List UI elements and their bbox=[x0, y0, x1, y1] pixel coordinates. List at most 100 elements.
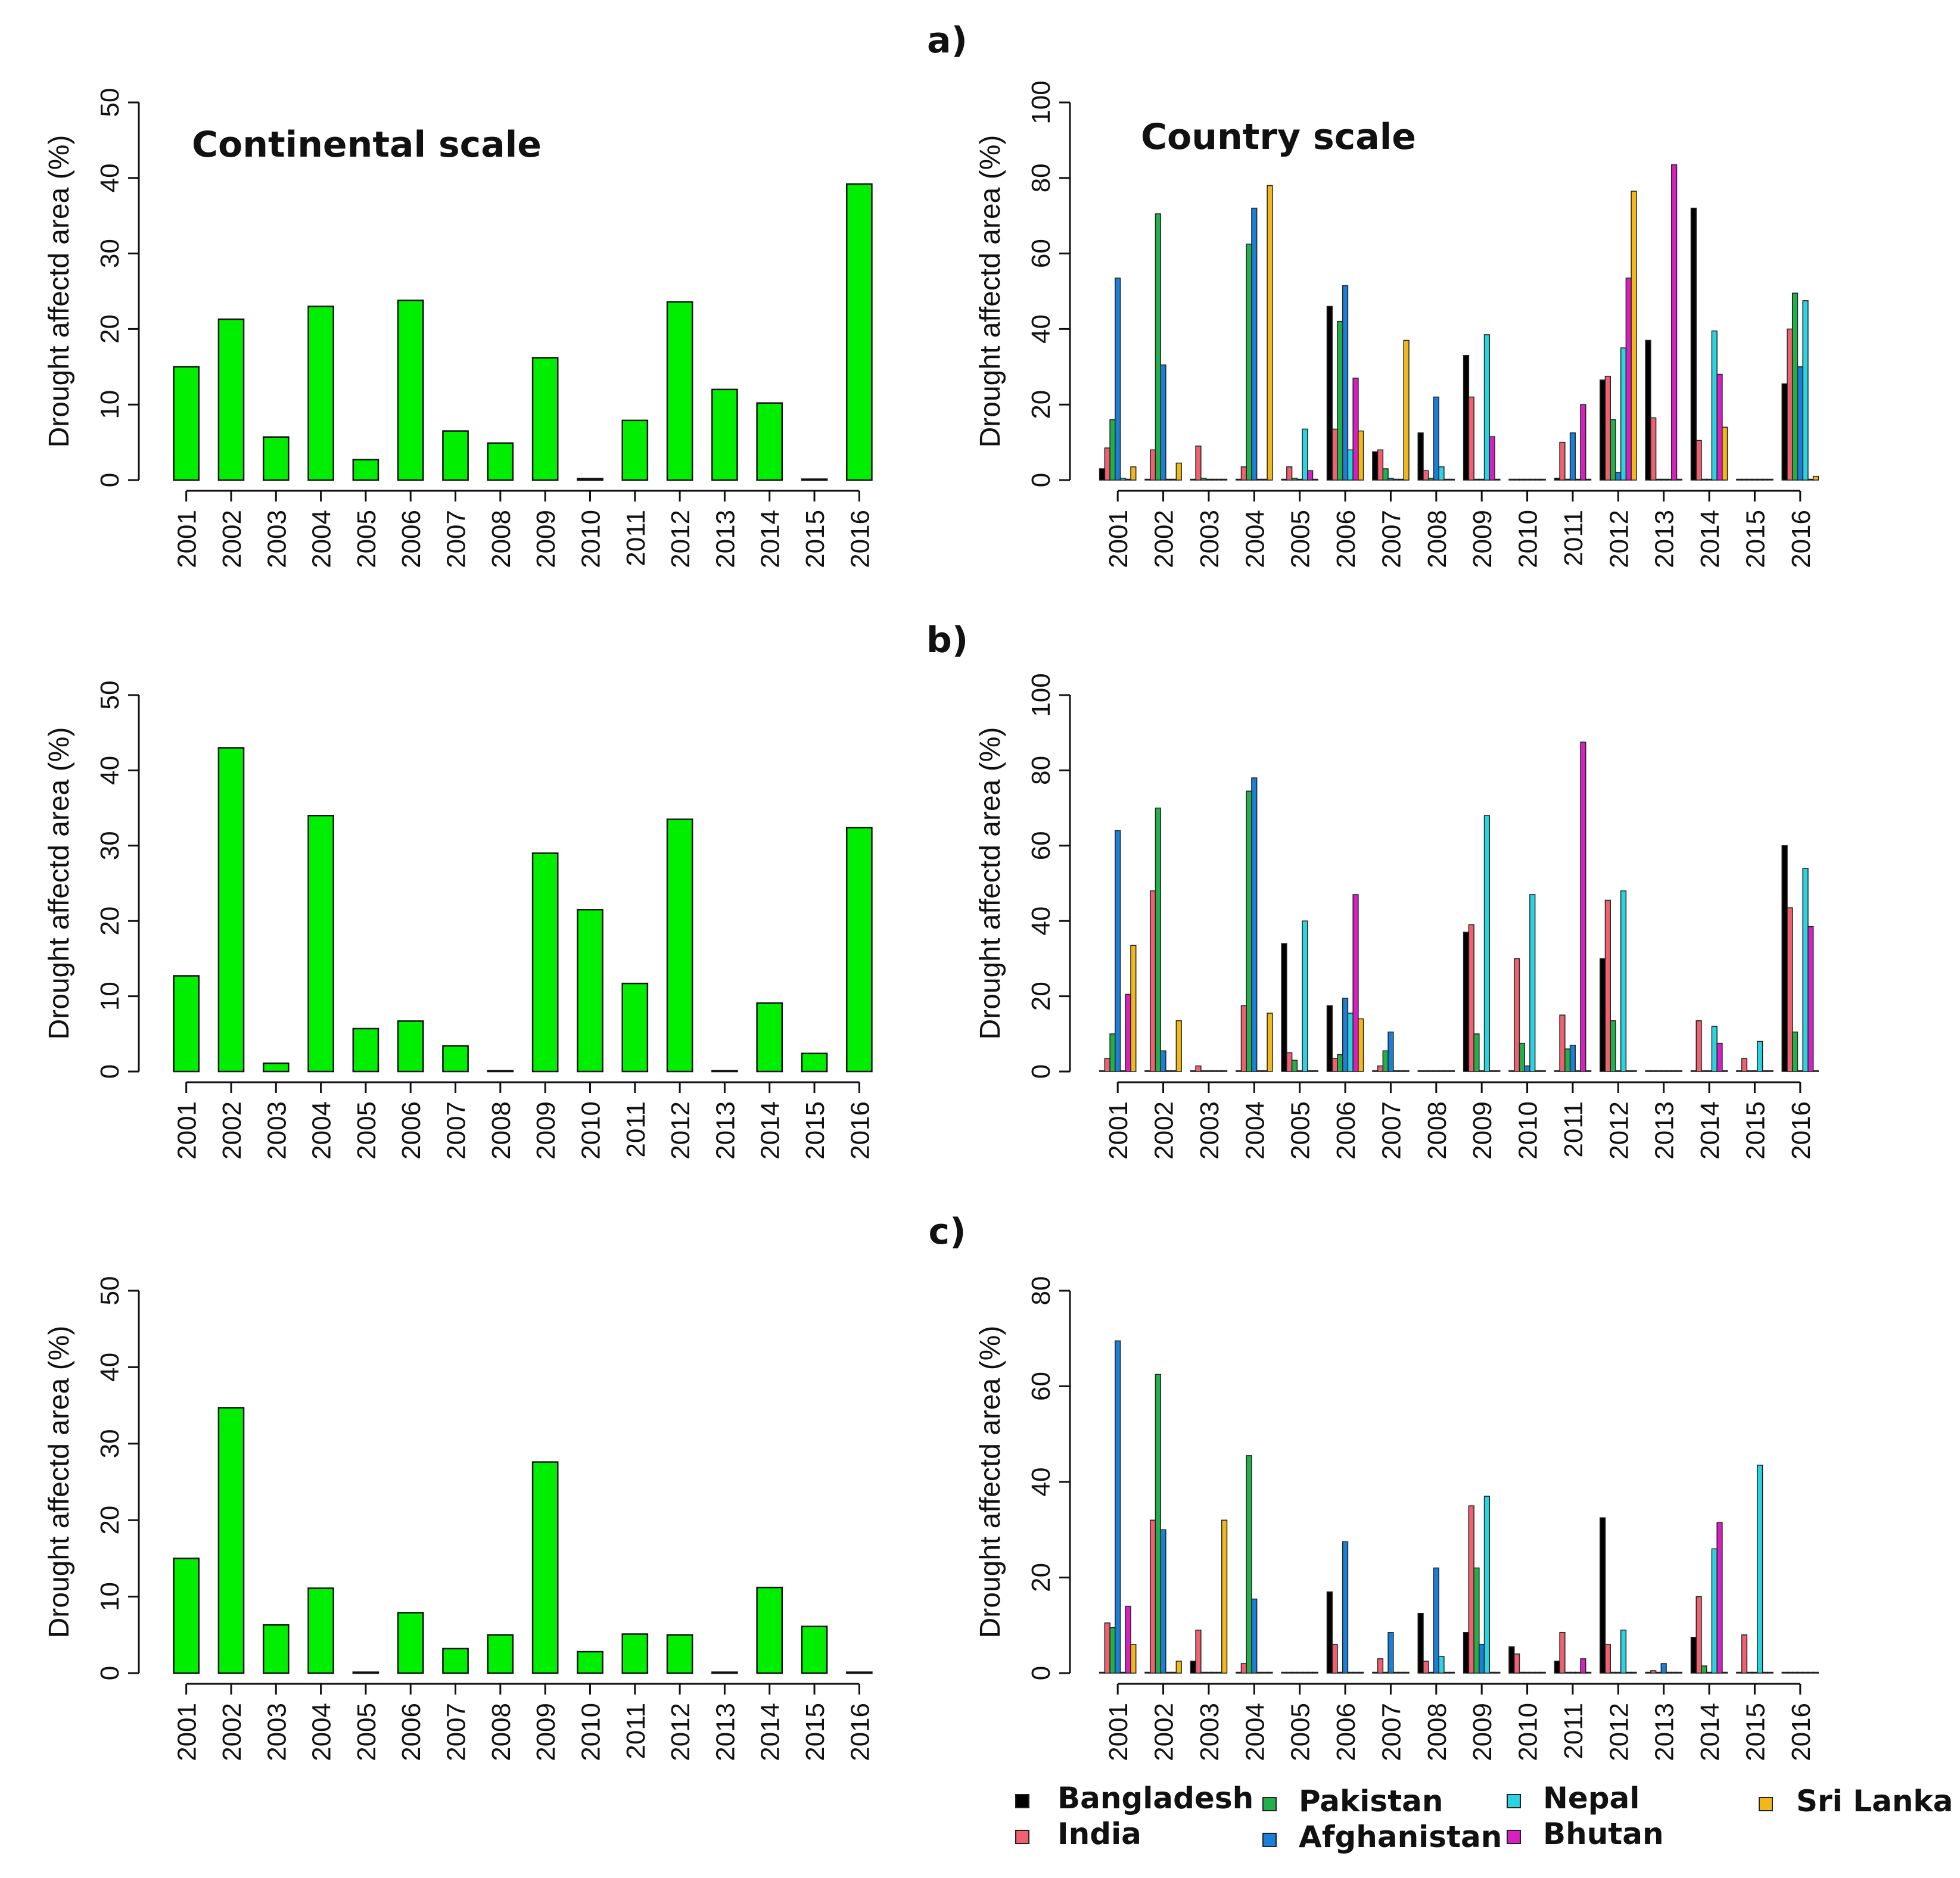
bar-sri-lanka-2001 bbox=[1130, 945, 1137, 1072]
x-tick-label: 2012 bbox=[1604, 510, 1634, 568]
bar-afghanistan-2002 bbox=[1160, 1529, 1166, 1674]
bar-nepal-2001 bbox=[1119, 1070, 1127, 1072]
bar-2005 bbox=[352, 1027, 379, 1073]
bar-nepal-2009 bbox=[1483, 815, 1491, 1072]
bar-sri-lanka-2014 bbox=[1722, 1070, 1728, 1072]
bar-india-2010 bbox=[1513, 1653, 1520, 1674]
bar-bhutan-2004 bbox=[1261, 1070, 1268, 1072]
legend: Bangladesh India Pakistan Afghanistan Ne… bbox=[1015, 1781, 1953, 1854]
bar-india-2005 bbox=[1286, 1671, 1293, 1674]
bar-sri-lanka-2006 bbox=[1358, 430, 1364, 481]
bar-nepal-2007 bbox=[1393, 1671, 1399, 1674]
y-tick-label: 20 bbox=[1026, 390, 1056, 419]
bar-bangladesh-2012 bbox=[1600, 379, 1606, 481]
bar-india-2014 bbox=[1695, 1596, 1702, 1674]
bar-bhutan-2009 bbox=[1489, 1671, 1495, 1674]
bar-nepal-2008 bbox=[1438, 466, 1445, 481]
x-tick-label: 2011 bbox=[1559, 510, 1588, 566]
bar-2003 bbox=[262, 1624, 290, 1674]
x-tick-label: 2015 bbox=[1741, 1101, 1770, 1160]
x-tick-label: 2003 bbox=[262, 1703, 291, 1761]
bar-bangladesh-2010 bbox=[1508, 478, 1515, 481]
country-scale-label: Country scale bbox=[1141, 116, 1416, 158]
bar-sri-lanka-2015 bbox=[1767, 1070, 1774, 1072]
bar-sri-lanka-2005 bbox=[1312, 1070, 1318, 1072]
bar-india-2013 bbox=[1650, 1670, 1657, 1674]
x-tick-label: 2011 bbox=[621, 1101, 651, 1158]
bar-bangladesh-2007 bbox=[1372, 451, 1379, 481]
bar-india-2016 bbox=[1787, 1671, 1793, 1674]
bar-pakistan-2016 bbox=[1791, 292, 1799, 481]
bar-sri-lanka-2004 bbox=[1267, 1013, 1273, 1072]
bar-afghanistan-2013 bbox=[1660, 1070, 1667, 1072]
bar-bangladesh-2006 bbox=[1326, 1591, 1333, 1674]
x-tick-label: 2016 bbox=[845, 1101, 875, 1160]
x-tick-label: 2014 bbox=[1695, 1703, 1725, 1761]
bar-bhutan-2015 bbox=[1762, 1671, 1769, 1674]
bar-2016 bbox=[846, 827, 873, 1073]
bar-2012 bbox=[666, 1634, 693, 1674]
bar-bhutan-2012 bbox=[1625, 1070, 1632, 1072]
bar-sri-lanka-2016 bbox=[1812, 1070, 1819, 1072]
bar-sri-lanka-2015 bbox=[1767, 1671, 1774, 1674]
bar-afghanistan-2014 bbox=[1706, 478, 1713, 481]
x-tick-label: 2002 bbox=[1150, 1703, 1179, 1761]
y-tick-label: 0 bbox=[1026, 1064, 1056, 1079]
bar-india-2014 bbox=[1695, 1020, 1702, 1072]
bar-pakistan-2012 bbox=[1610, 1671, 1616, 1674]
bar-2014 bbox=[756, 1002, 783, 1073]
bar-afghanistan-2001 bbox=[1115, 1340, 1121, 1674]
x-tick-label: 2010 bbox=[576, 1101, 605, 1160]
bar-sri-lanka-2013 bbox=[1676, 1070, 1682, 1072]
x-tick-label: 2001 bbox=[173, 1703, 202, 1761]
x-tick-label: 2008 bbox=[487, 1703, 516, 1761]
bar-pakistan-2006 bbox=[1337, 1671, 1343, 1674]
bar-bangladesh-2002 bbox=[1144, 1070, 1151, 1072]
x-tick-label: 2003 bbox=[1195, 1703, 1224, 1761]
chart-a-continental: 0 10 20 30 40 50 Drought affectd area (%) 2001 2… bbox=[43, 88, 875, 568]
bar-india-2009 bbox=[1468, 924, 1474, 1072]
bar-nepal-2009 bbox=[1483, 1496, 1491, 1674]
bar-bangladesh-2002 bbox=[1144, 1671, 1151, 1674]
bar-bhutan-2013 bbox=[1671, 164, 1678, 481]
bar-pakistan-2011 bbox=[1564, 478, 1571, 481]
bar-2015 bbox=[801, 478, 828, 481]
x-tick-label: 2009 bbox=[1468, 510, 1497, 568]
bar-bhutan-2009 bbox=[1489, 436, 1495, 481]
x-tick-label: 2007 bbox=[1377, 1703, 1406, 1761]
bar-pakistan-2015 bbox=[1746, 478, 1753, 481]
bar-afghanistan-2006 bbox=[1342, 1541, 1349, 1674]
bar-india-2009 bbox=[1468, 396, 1474, 481]
bar-pakistan-2003 bbox=[1200, 478, 1207, 481]
bar-india-2015 bbox=[1741, 478, 1748, 481]
bar-sri-lanka-2006 bbox=[1358, 1018, 1364, 1072]
bar-india-2003 bbox=[1195, 1630, 1202, 1674]
bar-afghanistan-2004 bbox=[1251, 777, 1258, 1072]
x-tick-label: 2016 bbox=[1787, 510, 1816, 568]
x-tick-label: 2013 bbox=[711, 510, 740, 568]
bar-nepal-2016 bbox=[1802, 867, 1809, 1072]
bar-afghanistan-2012 bbox=[1615, 472, 1622, 481]
x-tick-label: 2004 bbox=[1240, 510, 1270, 568]
bar-sri-lanka-2009 bbox=[1494, 1070, 1501, 1072]
bar-2012 bbox=[666, 301, 693, 481]
bar-india-2015 bbox=[1741, 1634, 1748, 1674]
bar-bangladesh-2004 bbox=[1236, 478, 1242, 481]
bar-afghanistan-2005 bbox=[1296, 1671, 1303, 1674]
bar-india-2012 bbox=[1604, 1644, 1611, 1674]
bar-2003 bbox=[262, 1062, 290, 1073]
bar-afghanistan-2005 bbox=[1296, 1070, 1303, 1072]
legend-label-nepal: Nepal bbox=[1543, 1781, 1639, 1815]
x-tick-label: 2001 bbox=[173, 510, 202, 568]
bar-india-2002 bbox=[1149, 890, 1156, 1072]
bar-pakistan-2002 bbox=[1155, 807, 1161, 1072]
bar-nepal-2005 bbox=[1302, 920, 1308, 1072]
x-tick-label: 2004 bbox=[307, 510, 337, 568]
y-axis-title: Drought affectd area (%) bbox=[975, 727, 1006, 1040]
bar-pakistan-2009 bbox=[1473, 478, 1480, 481]
bar-pakistan-2002 bbox=[1155, 213, 1161, 481]
bar-bangladesh-2004 bbox=[1236, 1671, 1242, 1674]
x-tick-label: 2002 bbox=[217, 1101, 247, 1160]
bar-bhutan-2013 bbox=[1671, 1070, 1678, 1072]
bar-bhutan-2010 bbox=[1534, 478, 1541, 481]
